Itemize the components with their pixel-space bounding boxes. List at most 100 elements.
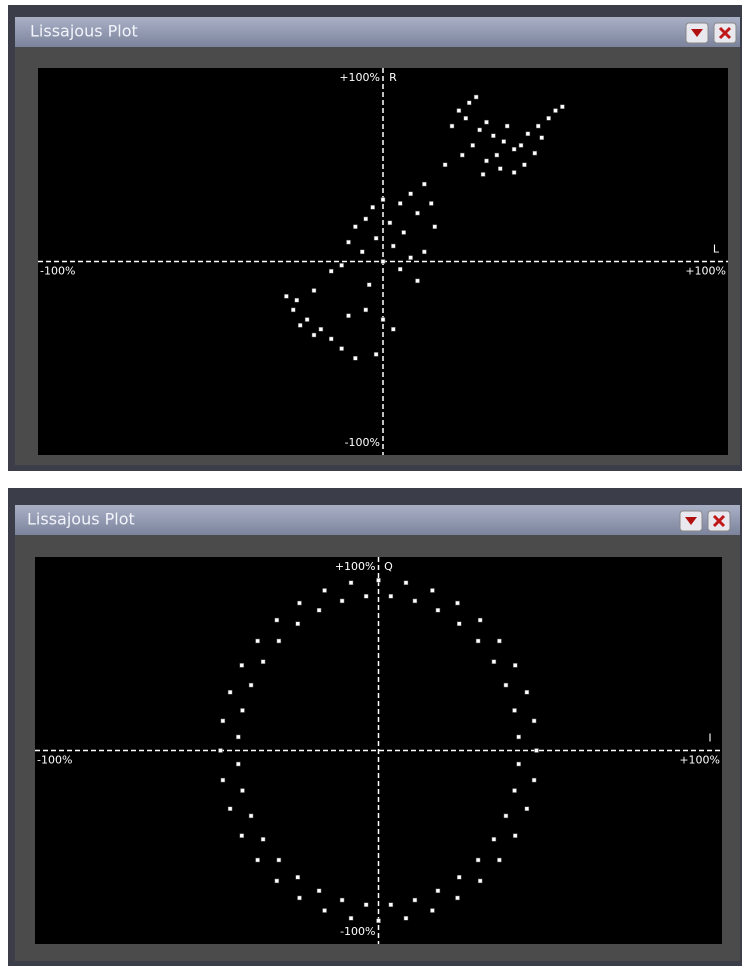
point bbox=[455, 895, 460, 901]
point bbox=[318, 326, 324, 332]
close-button[interactable] bbox=[713, 22, 737, 44]
point bbox=[498, 166, 503, 171]
y-tick-label: -100% bbox=[345, 436, 380, 449]
point bbox=[412, 598, 418, 604]
point bbox=[339, 897, 345, 903]
point bbox=[380, 317, 386, 322]
point bbox=[391, 326, 396, 332]
point bbox=[260, 837, 266, 842]
point bbox=[274, 617, 280, 623]
point bbox=[388, 594, 394, 599]
point bbox=[284, 294, 289, 299]
point bbox=[363, 307, 368, 313]
point bbox=[475, 857, 481, 863]
point bbox=[403, 580, 409, 585]
point bbox=[467, 100, 472, 106]
point bbox=[380, 259, 386, 264]
point bbox=[295, 874, 301, 880]
point bbox=[480, 172, 486, 177]
menu-button[interactable] bbox=[679, 510, 703, 532]
x-tick-label: +100% bbox=[679, 754, 720, 767]
x-tick-label: -100% bbox=[37, 754, 72, 767]
point bbox=[316, 888, 322, 894]
point bbox=[373, 352, 379, 357]
point bbox=[553, 108, 558, 113]
point bbox=[429, 201, 434, 206]
point bbox=[353, 356, 358, 361]
point bbox=[494, 152, 500, 158]
point bbox=[546, 116, 551, 121]
point bbox=[484, 119, 489, 125]
window-title: Lissajous Plot bbox=[27, 510, 135, 529]
point bbox=[491, 837, 497, 842]
point bbox=[473, 94, 479, 100]
point bbox=[460, 152, 465, 158]
point bbox=[248, 682, 254, 688]
point bbox=[220, 777, 226, 783]
point bbox=[339, 263, 344, 268]
point bbox=[531, 777, 537, 783]
point bbox=[534, 748, 539, 753]
point bbox=[248, 813, 254, 819]
point bbox=[220, 718, 226, 724]
close-button[interactable] bbox=[707, 510, 731, 532]
point bbox=[346, 239, 351, 245]
title-bar bbox=[15, 505, 740, 535]
point bbox=[512, 788, 517, 793]
point bbox=[376, 577, 381, 583]
point bbox=[274, 878, 280, 884]
point bbox=[311, 332, 317, 338]
point bbox=[276, 638, 282, 644]
point bbox=[380, 197, 386, 202]
point bbox=[442, 162, 448, 167]
point bbox=[398, 266, 403, 272]
x-tick-label: -100% bbox=[40, 265, 75, 278]
point bbox=[339, 598, 345, 604]
point bbox=[524, 690, 530, 695]
point bbox=[376, 918, 381, 924]
point bbox=[370, 205, 375, 210]
y-tick-label: -100% bbox=[340, 925, 375, 938]
point bbox=[348, 916, 354, 921]
menu-button[interactable] bbox=[685, 22, 709, 44]
point bbox=[408, 255, 413, 260]
point bbox=[511, 170, 517, 175]
point bbox=[316, 607, 322, 613]
point bbox=[348, 580, 354, 585]
point bbox=[339, 346, 344, 351]
point bbox=[503, 813, 509, 819]
point bbox=[363, 216, 368, 222]
point bbox=[291, 307, 296, 313]
point bbox=[463, 116, 469, 121]
y-axis-label: Q bbox=[384, 560, 393, 573]
point bbox=[388, 902, 394, 907]
point bbox=[236, 734, 241, 740]
point bbox=[366, 282, 372, 287]
point bbox=[432, 224, 437, 229]
point bbox=[503, 682, 509, 688]
point bbox=[455, 600, 460, 606]
point bbox=[297, 895, 302, 901]
point bbox=[449, 123, 455, 129]
point bbox=[560, 104, 565, 109]
point bbox=[227, 690, 233, 695]
point bbox=[260, 659, 266, 664]
point bbox=[373, 236, 379, 241]
point bbox=[539, 135, 544, 140]
x-tick-label: +100% bbox=[685, 265, 726, 278]
point bbox=[518, 143, 524, 148]
point bbox=[422, 249, 427, 255]
point bbox=[239, 833, 245, 838]
point bbox=[477, 617, 483, 623]
point bbox=[297, 600, 302, 606]
point bbox=[484, 158, 489, 164]
point bbox=[512, 663, 518, 668]
point bbox=[456, 621, 462, 627]
x-axis-label: I bbox=[708, 732, 711, 745]
point bbox=[430, 908, 435, 913]
point bbox=[491, 659, 497, 664]
point bbox=[516, 734, 521, 740]
point bbox=[227, 806, 233, 811]
point bbox=[240, 708, 245, 713]
